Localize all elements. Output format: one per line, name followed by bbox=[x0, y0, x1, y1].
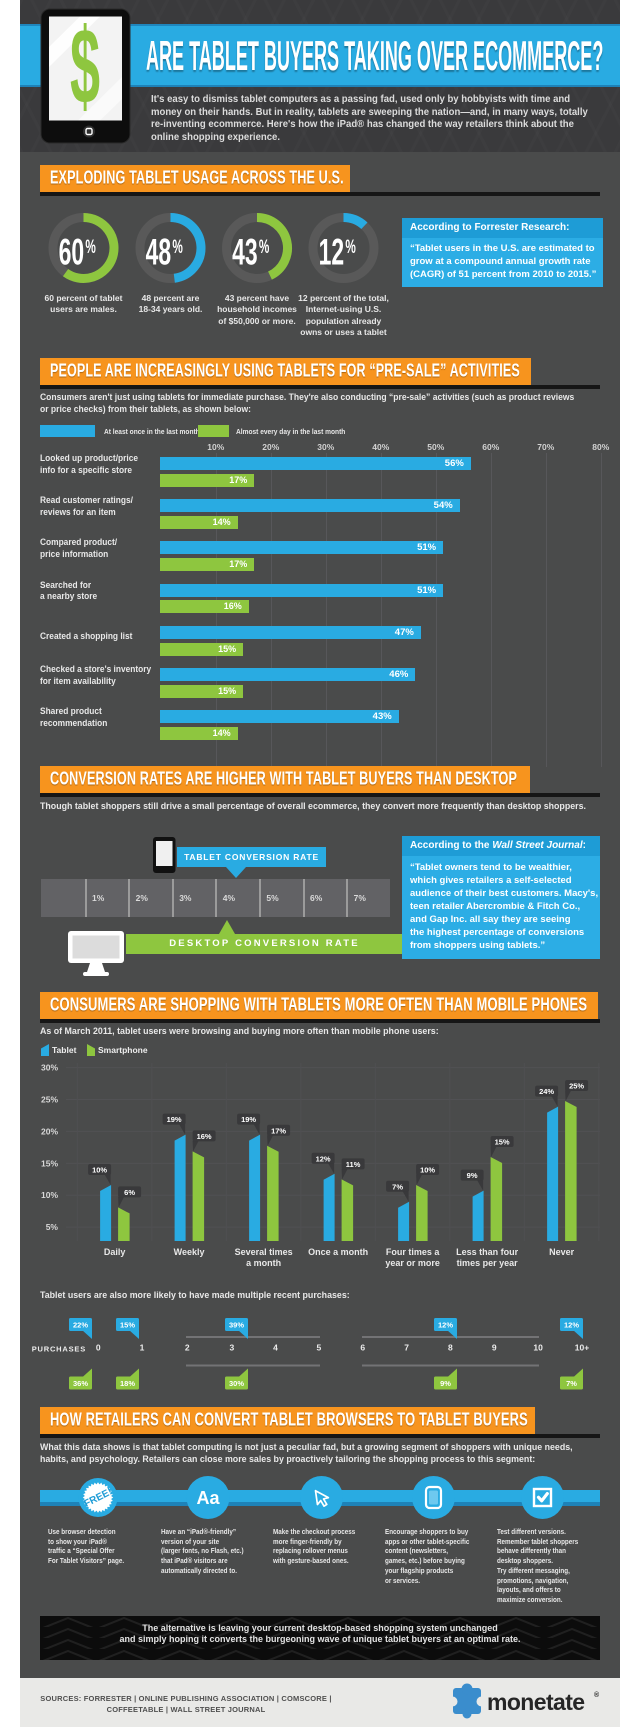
svg-text:11%: 11% bbox=[346, 1160, 361, 1169]
svg-text:10+: 10+ bbox=[575, 1343, 589, 1353]
svg-text:Tablet: Tablet bbox=[52, 1045, 77, 1055]
svg-text:6%: 6% bbox=[124, 1188, 135, 1197]
svg-text:12%: 12% bbox=[438, 1321, 453, 1330]
svg-text:12: 12 bbox=[319, 231, 345, 273]
svg-text:%: % bbox=[85, 237, 95, 257]
svg-text:12%: 12% bbox=[564, 1321, 579, 1330]
svg-text:19%: 19% bbox=[241, 1115, 256, 1124]
svg-text:10%: 10% bbox=[41, 1190, 58, 1200]
svg-text:18%: 18% bbox=[120, 1379, 135, 1388]
svg-text:12%: 12% bbox=[316, 1154, 331, 1163]
svg-text:0: 0 bbox=[96, 1343, 101, 1353]
svg-text:19%: 19% bbox=[167, 1115, 182, 1124]
svg-text:15%: 15% bbox=[495, 1138, 510, 1147]
svg-text:48: 48 bbox=[146, 231, 172, 273]
svg-text:7%: 7% bbox=[392, 1182, 403, 1191]
svg-text:9%: 9% bbox=[467, 1171, 478, 1180]
svg-text:24%: 24% bbox=[539, 1087, 554, 1096]
svg-text:9%: 9% bbox=[440, 1379, 451, 1388]
svg-text:20%: 20% bbox=[41, 1126, 58, 1136]
svg-text:$: $ bbox=[70, 7, 100, 127]
svg-text:17%: 17% bbox=[271, 1126, 286, 1135]
svg-text:10: 10 bbox=[533, 1343, 543, 1353]
svg-text:%: % bbox=[345, 237, 355, 257]
svg-text:2: 2 bbox=[185, 1343, 190, 1353]
svg-text:15%: 15% bbox=[41, 1158, 58, 1168]
svg-text:10%: 10% bbox=[420, 1166, 435, 1175]
svg-text:PURCHASES: PURCHASES bbox=[32, 1345, 86, 1354]
svg-text:60: 60 bbox=[59, 231, 85, 273]
svg-text:7: 7 bbox=[404, 1343, 409, 1353]
svg-text:25%: 25% bbox=[41, 1095, 58, 1105]
svg-text:10%: 10% bbox=[92, 1166, 107, 1175]
svg-text:monetate: monetate bbox=[487, 1689, 584, 1715]
svg-text:5: 5 bbox=[317, 1343, 322, 1353]
svg-text:Smartphone: Smartphone bbox=[98, 1045, 148, 1055]
svg-text:9: 9 bbox=[492, 1343, 497, 1353]
svg-text:15%: 15% bbox=[120, 1321, 135, 1330]
svg-text:%: % bbox=[172, 237, 182, 257]
svg-text:1: 1 bbox=[140, 1343, 145, 1353]
svg-text:39%: 39% bbox=[229, 1321, 244, 1330]
svg-text:5%: 5% bbox=[46, 1222, 59, 1232]
svg-text:43: 43 bbox=[232, 231, 258, 273]
svg-text:25%: 25% bbox=[569, 1082, 584, 1091]
svg-text:30%: 30% bbox=[41, 1063, 58, 1073]
svg-text:6: 6 bbox=[360, 1343, 365, 1353]
svg-text:4: 4 bbox=[273, 1343, 278, 1353]
svg-text:%: % bbox=[259, 237, 269, 257]
svg-text:22%: 22% bbox=[73, 1321, 88, 1330]
svg-text:16%: 16% bbox=[197, 1132, 212, 1141]
svg-text:30%: 30% bbox=[229, 1379, 244, 1388]
svg-text:7%: 7% bbox=[566, 1379, 577, 1388]
svg-text:Aa: Aa bbox=[196, 1488, 220, 1508]
svg-text:36%: 36% bbox=[73, 1379, 88, 1388]
svg-text:8: 8 bbox=[448, 1343, 453, 1353]
svg-text:3: 3 bbox=[230, 1343, 235, 1353]
svg-text:®: ® bbox=[594, 1691, 600, 1699]
